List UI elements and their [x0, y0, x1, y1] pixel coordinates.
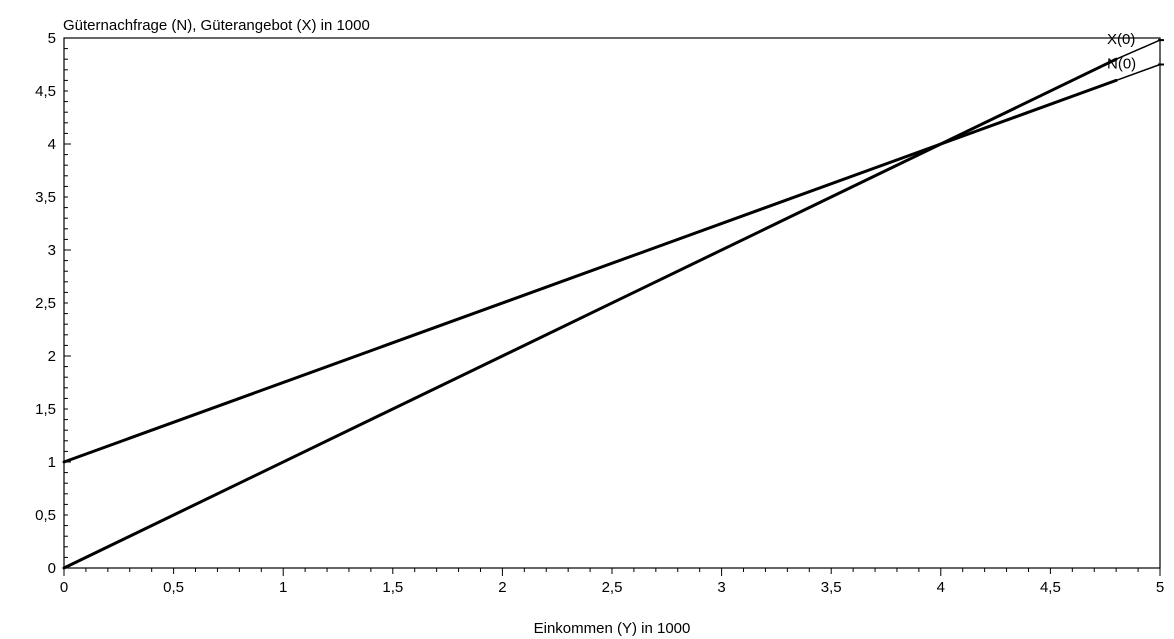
x-tick-label: 3,5 [821, 579, 842, 596]
y-tick-label: 0 [48, 560, 56, 577]
y-tick-label: 1,5 [35, 401, 56, 418]
x-tick-label: 4,5 [1040, 579, 1061, 596]
y-tick-label: 3 [48, 242, 56, 259]
x-tick-label: 4 [937, 579, 945, 596]
series-lines [62, 57, 1118, 570]
x-tick-label: 2 [498, 579, 506, 596]
y-tick-label: 4 [48, 136, 56, 153]
x-tick-label: 0,5 [163, 579, 184, 596]
x-tick-label: 1 [279, 579, 287, 596]
y-tick-label: 1 [48, 454, 56, 471]
x-tick-label: 2,5 [602, 579, 623, 596]
y-tick-label: 4,5 [35, 83, 56, 100]
series-labels: X(0) N(0) [1107, 31, 1164, 82]
chart-title: Güternachfrage (N), Güterangebot (X) in … [63, 17, 370, 34]
y-axis-ticks: 0 0,5 1 1,5 2 2,5 3 3,5 4 4,5 5 [35, 30, 71, 577]
series-label-leader [1115, 63, 1161, 82]
series-label: N(0) [1107, 56, 1136, 73]
x-tick-label: 3 [717, 579, 725, 596]
y-tick-label: 0,5 [35, 507, 56, 524]
x-tick-label: 5 [1156, 579, 1164, 596]
x-axis-ticks: 0 0,5 1 1,5 2 2,5 3 3,5 4 4,5 5 [60, 568, 1164, 596]
y-tick-label: 5 [48, 30, 56, 47]
x-tick-label: 1,5 [382, 579, 403, 596]
series-label: X(0) [1107, 31, 1135, 48]
series-line-n0 [62, 78, 1118, 464]
y-tick-label: 2,5 [35, 295, 56, 312]
series-label-leader [1115, 39, 1161, 60]
y-tick-label: 3,5 [35, 189, 56, 206]
x-tick-label: 0 [60, 579, 68, 596]
y-tick-label: 2 [48, 348, 56, 365]
x-axis-label: Einkommen (Y) in 1000 [534, 620, 691, 637]
series-line-x0 [62, 57, 1118, 570]
